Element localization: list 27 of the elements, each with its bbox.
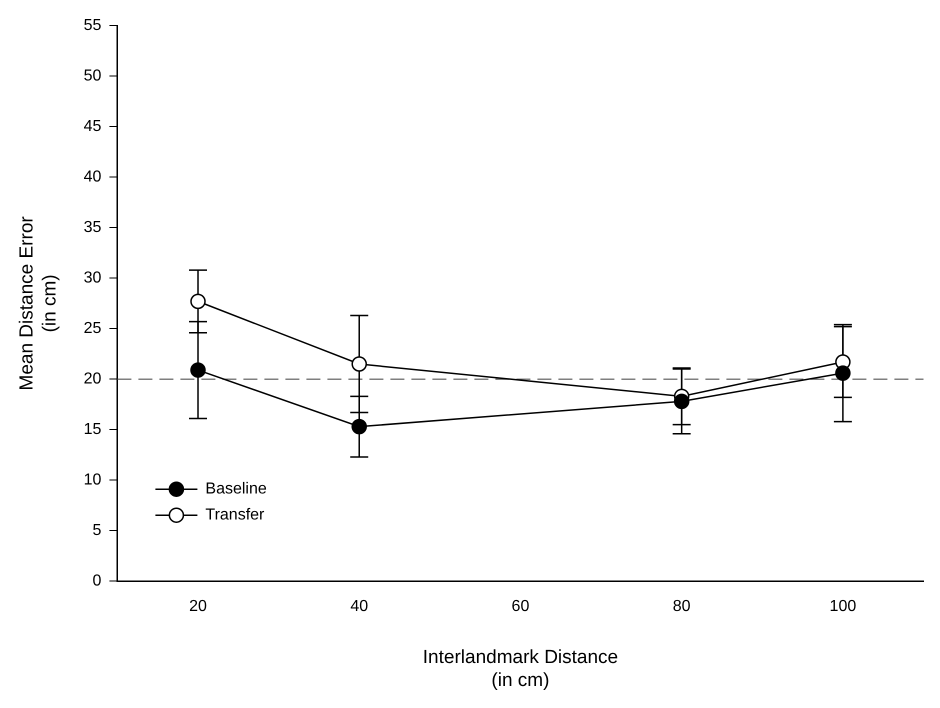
y-tick-label: 5 <box>92 522 102 540</box>
point <box>190 294 206 310</box>
y-tick-label: 45 <box>84 118 102 136</box>
x-tick-label: 20 <box>189 598 208 616</box>
y-tick-label: 25 <box>84 320 102 338</box>
y-tick-label: 20 <box>84 370 102 388</box>
x-tick-label: 60 <box>512 598 530 616</box>
y-tick-label: 40 <box>84 168 102 186</box>
y-tick-label: 15 <box>84 421 102 438</box>
x-tick-label: 40 <box>350 598 368 616</box>
point <box>351 356 367 372</box>
y-tick-label: 55 <box>84 17 102 34</box>
y-tick-label: 35 <box>84 219 102 236</box>
point <box>674 394 690 410</box>
legend-label: Baseline <box>205 480 267 498</box>
x-axis-title: Interlandmark Distance (in cm) <box>422 647 618 691</box>
x-tick-label: 80 <box>672 598 691 616</box>
point <box>190 362 206 378</box>
y-axis-title: Mean Distance Error (in cm) <box>16 216 60 391</box>
x-tick-label: 100 <box>830 598 856 616</box>
y-tick-label: 30 <box>84 270 102 287</box>
point <box>835 365 851 381</box>
y-tick-label: 50 <box>84 68 102 85</box>
point <box>351 418 367 434</box>
y-tick-label: 0 <box>92 572 102 590</box>
legend-label: Transfer <box>205 506 266 524</box>
y-tick-label: 10 <box>84 472 102 489</box>
